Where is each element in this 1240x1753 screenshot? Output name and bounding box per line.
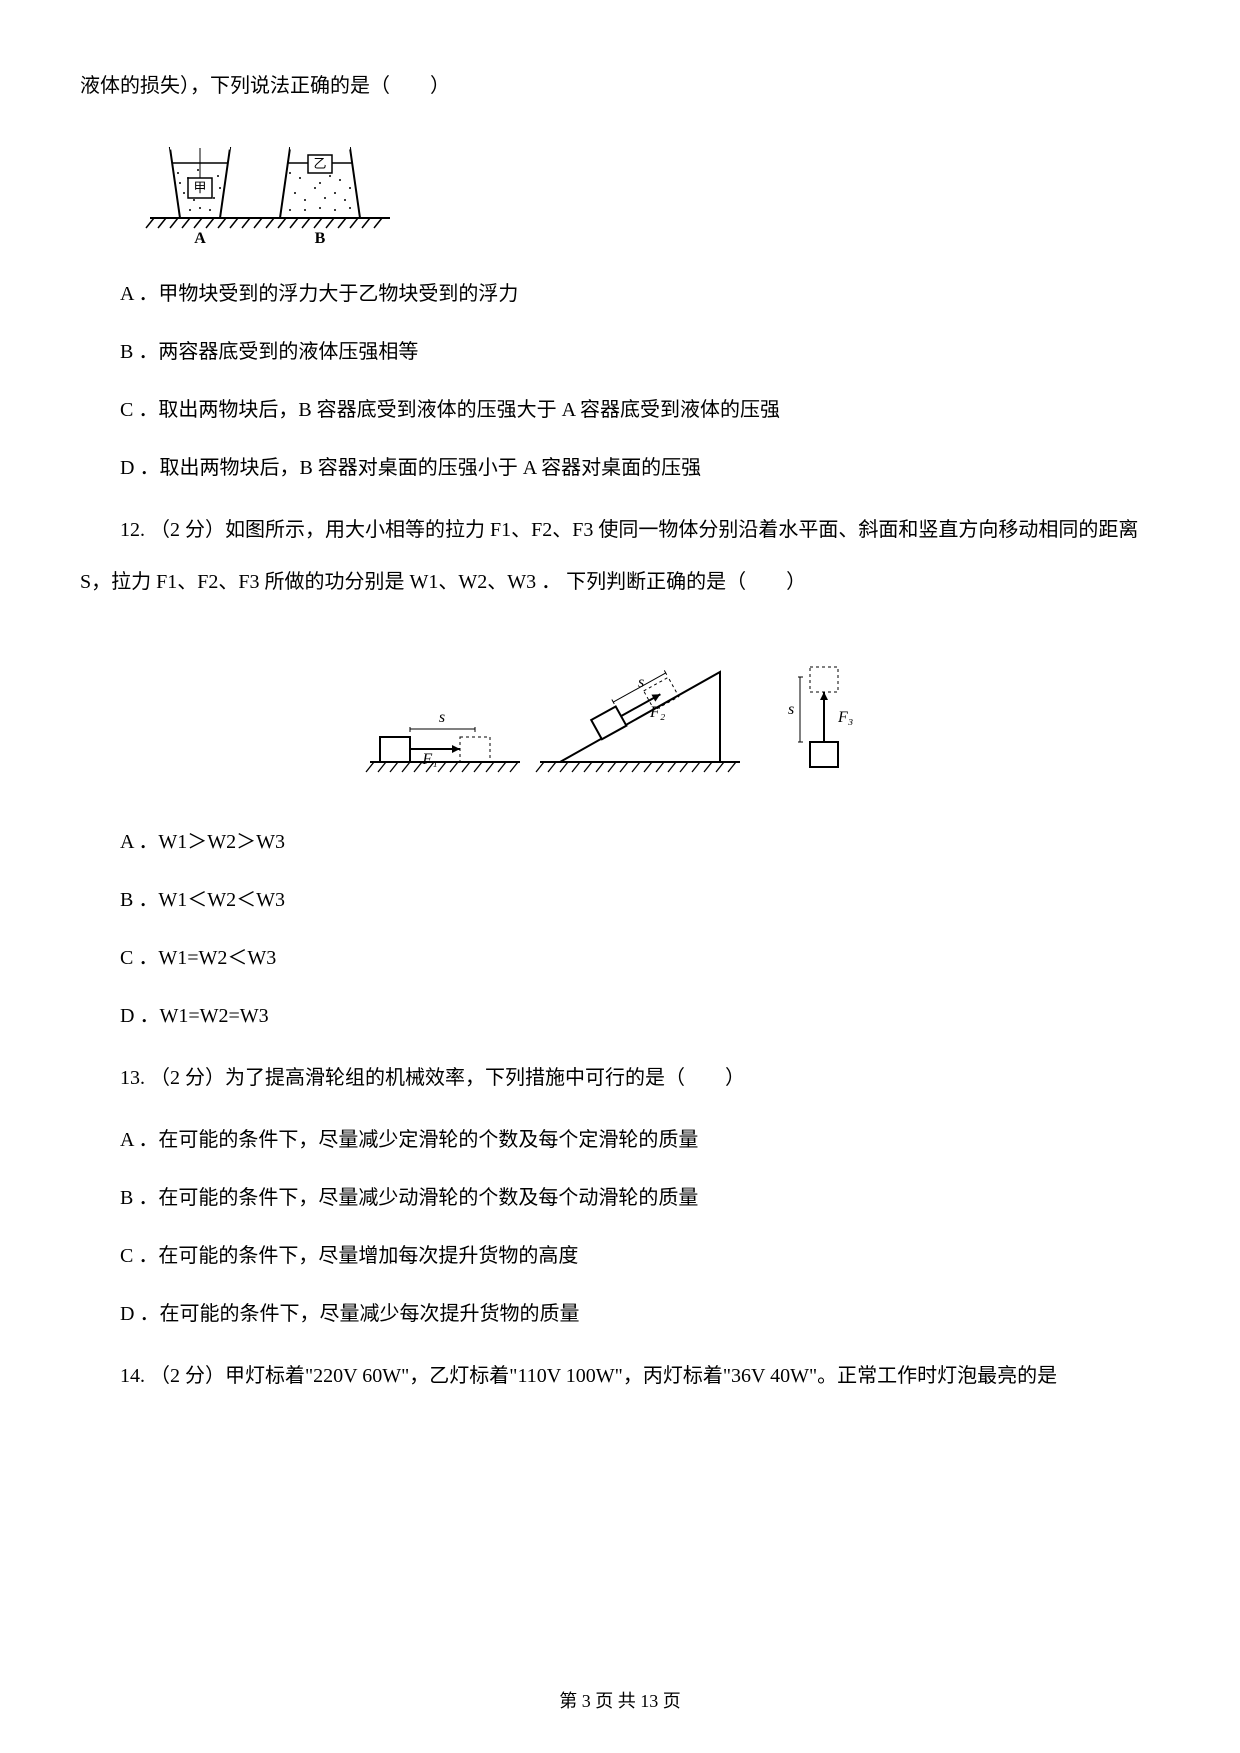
q12-option-d: D ．W1=W2=W3 (120, 994, 1160, 1038)
q12-stem-text: 12. （2 分）如图所示，用大小相等的拉力 F1、F2、F3 使同一物体分别沿… (80, 504, 1160, 608)
svg-text:A: A (194, 230, 206, 247)
q13-option-d: D ．在可能的条件下，尽量减少每次提升货物的质量 (120, 1292, 1160, 1336)
q11-option-c: C ．取出两物块后，B 容器底受到液体的压强大于 A 容器底受到液体的压强 (120, 388, 1160, 432)
svg-text:乙: 乙 (313, 156, 326, 171)
q11-option-b: B ．两容器底受到的液体压强相等 (120, 330, 1160, 374)
q12-figure: F₁ s (80, 632, 1160, 792)
q14-stem: 14. （2 分）甲灯标着"220V 60W"，乙灯标着"110V 100W"，… (80, 1350, 1160, 1402)
q12-option-b: B ．W1＜W2＜W3 (120, 878, 1160, 922)
svg-text:F₁: F₁ (421, 751, 437, 768)
svg-text:F₂: F₂ (649, 704, 666, 721)
q13-option-b: B ．在可能的条件下，尽量减少动滑轮的个数及每个动滑轮的质量 (120, 1176, 1160, 1220)
q13-option-a: A ．在可能的条件下，尽量减少定滑轮的个数及每个定滑轮的质量 (120, 1118, 1160, 1162)
q11-option-d: D ．取出两物块后，B 容器对桌面的压强小于 A 容器对桌面的压强 (120, 446, 1160, 490)
q11-fragment: 液体的损失），下列说法正确的是（ ） (80, 60, 1160, 112)
q13-option-c: C ．在可能的条件下，尽量增加每次提升货物的高度 (120, 1234, 1160, 1278)
svg-text:甲: 甲 (193, 180, 206, 195)
page-footer: 第 3 页 共 13 页 (0, 1687, 1240, 1713)
svg-text:s: s (788, 701, 794, 718)
svg-text:s: s (439, 709, 445, 726)
svg-text:F₃: F₃ (837, 709, 853, 726)
q12-stem: 12. （2 分）如图所示，用大小相等的拉力 F1、F2、F3 使同一物体分别沿… (80, 504, 1160, 608)
q12-option-c: C ．W1=W2＜W3 (120, 936, 1160, 980)
svg-text:B: B (315, 230, 326, 247)
q12-option-a: A ．W1＞W2＞W3 (120, 820, 1160, 864)
q11-figure: 甲 A 乙 B (140, 128, 1160, 248)
q11-option-a: A ．甲物块受到的浮力大于乙物块受到的浮力 (120, 272, 1160, 316)
q13-stem: 13. （2 分）为了提高滑轮组的机械效率，下列措施中可行的是（ ） (80, 1052, 1160, 1104)
svg-text:s: s (638, 674, 644, 691)
